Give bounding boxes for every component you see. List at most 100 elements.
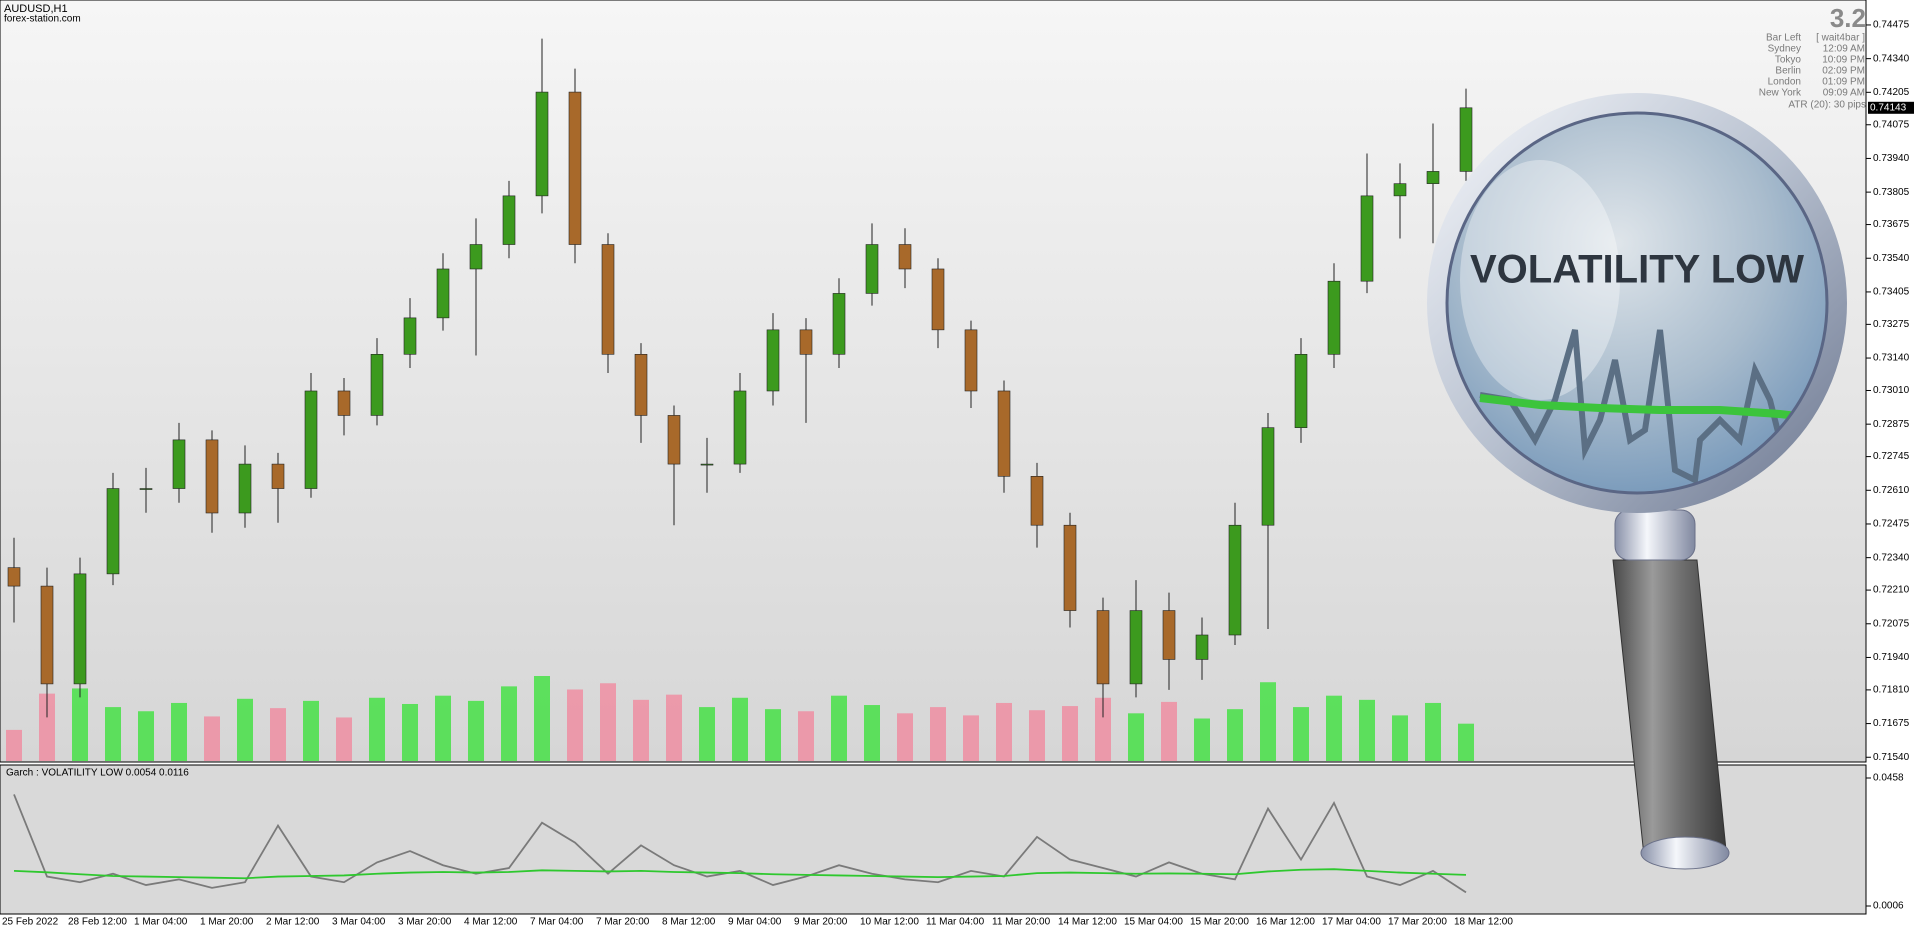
volume-bar [765,709,781,761]
y-tick-label: 0.72210 [1873,585,1910,596]
y-tick-label: 0.74205 [1873,87,1910,98]
volume-bar [864,705,880,761]
volume-bar [534,676,550,761]
info-value: 01:09 PM [1822,77,1865,88]
volume-bar [732,697,748,761]
volume-bar [138,711,154,761]
x-tick-label: 14 Mar 12:00 [1058,917,1117,928]
x-tick-label: 7 Mar 04:00 [530,917,584,928]
info-label: Sydney [1768,44,1801,55]
y-tick-label: 0.74075 [1873,119,1910,130]
candle-body [1030,476,1044,526]
info-label: New York [1759,88,1802,99]
candle-body [865,244,879,294]
y-tick-label: 0.74475 [1873,20,1910,31]
volume-bar [501,686,517,761]
y-tick-label: 0.72340 [1873,552,1910,563]
x-tick-label: 1 Mar 04:00 [134,917,188,928]
volume-bar [1161,701,1177,761]
volume-bar [402,703,418,761]
handle-cap [1640,836,1730,870]
volume-bar [1029,710,1045,761]
y-tick-label: 0.0458 [1873,773,1904,784]
volume-bar [798,711,814,761]
magnifier-neck [1614,509,1696,561]
y-tick-label: 0.71675 [1873,718,1910,729]
y-tick-label: 0.73405 [1873,287,1910,298]
candle-body [1096,610,1110,685]
x-tick-label: 17 Mar 04:00 [1322,917,1381,928]
x-tick-label: 8 Mar 12:00 [662,917,716,928]
candle-body [502,195,516,245]
candle-body [469,244,483,270]
volume-bar [633,699,649,761]
candle-body [997,390,1011,477]
y-tick-label: 0.73675 [1873,219,1910,230]
volume-bar [369,697,385,761]
volume-bar [204,716,220,761]
candle-body [1129,610,1143,685]
volume-bar [930,707,946,761]
x-tick-label: 18 Mar 12:00 [1454,917,1513,928]
y-tick-label: 0.72475 [1873,519,1910,530]
last-price-label: 0.74143 [1870,102,1907,113]
volume-bar [1062,706,1078,761]
info-label: Tokyo [1775,55,1802,66]
x-tick-label: 28 Feb 12:00 [68,917,127,928]
x-tick-label: 11 Mar 20:00 [992,917,1051,928]
info-value: 09:09 AM [1823,88,1865,99]
volume-bar [831,695,847,761]
candle-body [634,354,648,416]
candle-body [733,390,747,465]
candle-body [172,439,186,489]
volume-bar [171,702,187,761]
y-tick-label: 0.71940 [1873,652,1910,663]
volume-bar [1458,723,1474,761]
volume-bar [1392,715,1408,761]
version: 3.2 [1830,3,1866,33]
atr: ATR (20): 30 pips [1788,100,1866,111]
y-tick-label: 0.71540 [1873,752,1910,763]
y-tick-label: 0.71810 [1873,685,1910,696]
candle-body [271,463,285,489]
candle-body [601,244,615,355]
volume-bar [1359,699,1375,761]
x-tick-label: 25 Feb 2022 [2,917,59,928]
volume-bar [1326,695,1342,761]
x-tick-label: 3 Mar 04:00 [332,917,386,928]
x-tick-label: 9 Mar 20:00 [794,917,848,928]
magnifier-label: VOLATILITY LOW [1470,248,1804,292]
y-tick-label: 0.72075 [1873,618,1910,629]
x-tick-label: 7 Mar 20:00 [596,917,650,928]
candle-body [106,488,120,575]
magnifier: VOLATILITY LOW [1427,93,1847,870]
volume-bar [1194,718,1210,761]
info-label: London [1768,77,1801,88]
volume-bar [897,713,913,761]
indicator-panel [0,764,1867,915]
volume-bar [996,702,1012,761]
volume-bar [336,717,352,761]
candle-body [1393,183,1407,197]
x-tick-label: 2 Mar 12:00 [266,917,320,928]
volume-bar [1227,709,1243,761]
info-label: Berlin [1775,66,1801,77]
x-tick-label: 10 Mar 12:00 [860,917,919,928]
volume-bar [468,700,484,761]
volume-bar [1260,682,1276,761]
candle-body [7,567,21,587]
candle-body [535,91,549,197]
indicator-line [13,794,1467,894]
volume-bar [666,694,682,761]
volume-bar [567,689,583,761]
y-tick-label: 0.73540 [1873,253,1910,264]
y-tick-label: 0.72875 [1873,419,1910,430]
x-tick-label: 17 Mar 20:00 [1388,917,1447,928]
candle-body [799,329,813,355]
candle-body [40,585,54,685]
plot-layer: 0.74475 0.74340 0.74205 0.74075 0.73940 0.738… [2,20,1914,928]
candle-body [337,390,351,416]
x-tick-label: 1 Mar 20:00 [200,917,254,928]
x-tick-label: 15 Mar 04:00 [1124,917,1183,928]
candle-body [1228,524,1242,636]
